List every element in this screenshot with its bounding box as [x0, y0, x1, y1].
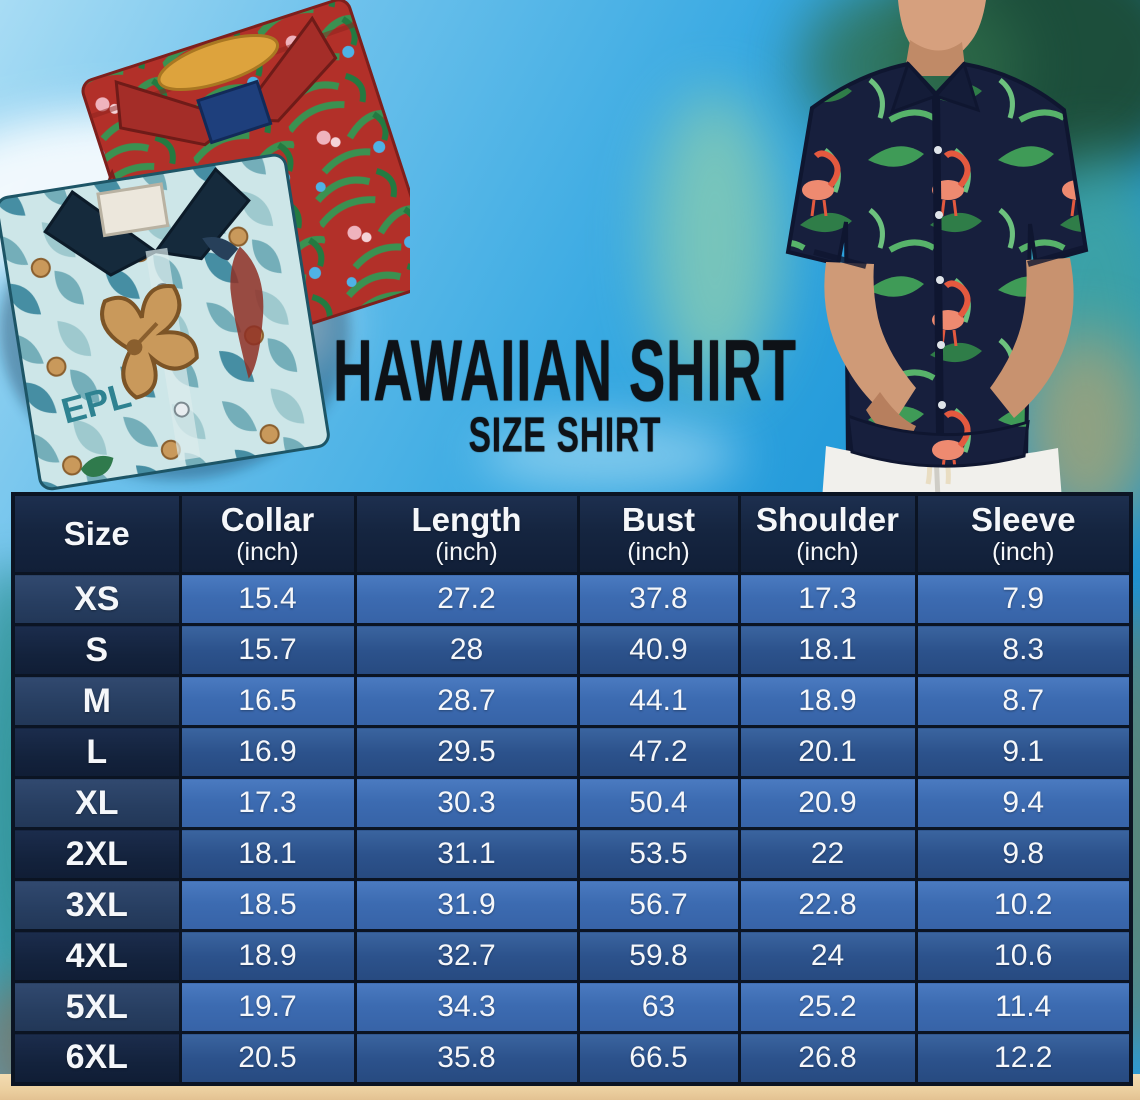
- measurement-cell: 30.3: [353, 776, 580, 830]
- page-subtitle: SIZE SHIRT: [468, 408, 662, 464]
- measurement-cell: 18.5: [178, 878, 357, 932]
- measurement-cell: 20.5: [178, 1031, 357, 1085]
- measurement-cell: 37.8: [576, 572, 741, 626]
- measurement-cell: 18.9: [178, 929, 357, 983]
- size-label-cell: M: [11, 674, 182, 728]
- measurement-cell: 17.3: [178, 776, 357, 830]
- measurement-cell: 11.4: [914, 980, 1133, 1034]
- table-row: XL 17.3 30.3 50.4 20.9 9.4: [11, 776, 1133, 830]
- table-row: 6XL 20.5 35.8 66.5 26.8 12.2: [11, 1031, 1133, 1085]
- measurement-cell: 32.7: [353, 929, 580, 983]
- measurement-cell: 40.9: [576, 623, 741, 677]
- measurement-cell: 59.8: [576, 929, 741, 983]
- measurement-cell: 10.2: [914, 878, 1133, 932]
- measurement-cell: 47.2: [576, 725, 741, 779]
- table-row: 2XL 18.1 31.1 53.5 22 9.8: [11, 827, 1133, 881]
- measurement-cell: 20.9: [737, 776, 918, 830]
- measurement-cell: 56.7: [576, 878, 741, 932]
- measurement-cell: 28.7: [353, 674, 580, 728]
- folded-shirts-photo: EPL: [0, 0, 410, 491]
- col-header-sleeve: Sleeve (inch): [914, 492, 1133, 575]
- model-photo: [785, 0, 1089, 500]
- measurement-cell: 26.8: [737, 1031, 918, 1085]
- col-header-size: Size: [11, 492, 182, 575]
- measurement-cell: 15.4: [178, 572, 357, 626]
- measurement-cell: 18.9: [737, 674, 918, 728]
- measurement-cell: 9.1: [914, 725, 1133, 779]
- measurement-cell: 10.6: [914, 929, 1133, 983]
- table-row: L 16.9 29.5 47.2 20.1 9.1: [11, 725, 1133, 779]
- measurement-cell: 22.8: [737, 878, 918, 932]
- page-title: HAWAIIAN SHIRT: [333, 321, 797, 420]
- col-header-length: Length (inch): [353, 492, 580, 575]
- measurement-cell: 9.4: [914, 776, 1133, 830]
- size-label-cell: 3XL: [11, 878, 182, 932]
- measurement-cell: 20.1: [737, 725, 918, 779]
- size-label-cell: 6XL: [11, 1031, 182, 1085]
- size-label-cell: 5XL: [11, 980, 182, 1034]
- size-label-cell: XS: [11, 572, 182, 626]
- table-row: 5XL 19.7 34.3 63 25.2 11.4: [11, 980, 1133, 1034]
- table-row: 4XL 18.9 32.7 59.8 24 10.6: [11, 929, 1133, 983]
- size-label-cell: 2XL: [11, 827, 182, 881]
- measurement-cell: 29.5: [353, 725, 580, 779]
- measurement-cell: 24: [737, 929, 918, 983]
- table-row: S 15.7 28 40.9 18.1 8.3: [11, 623, 1133, 677]
- measurement-cell: 16.5: [178, 674, 357, 728]
- measurement-cell: 53.5: [576, 827, 741, 881]
- measurement-cell: 17.3: [737, 572, 918, 626]
- size-chart-table: Size Collar (inch) Length (inch) Bust (i…: [11, 492, 1133, 1086]
- col-header-bust: Bust (inch): [576, 492, 741, 575]
- measurement-cell: 16.9: [178, 725, 357, 779]
- size-label-cell: XL: [11, 776, 182, 830]
- measurement-cell: 27.2: [353, 572, 580, 626]
- measurement-cell: 31.1: [353, 827, 580, 881]
- measurement-cell: 22: [737, 827, 918, 881]
- measurement-cell: 12.2: [914, 1031, 1133, 1085]
- col-header-shoulder: Shoulder (inch): [737, 492, 918, 575]
- measurement-cell: 8.3: [914, 623, 1133, 677]
- measurement-cell: 9.8: [914, 827, 1133, 881]
- measurement-cell: 34.3: [353, 980, 580, 1034]
- measurement-cell: 19.7: [178, 980, 357, 1034]
- measurement-cell: 35.8: [353, 1031, 580, 1085]
- table-row: 3XL 18.5 31.9 56.7 22.8 10.2: [11, 878, 1133, 932]
- size-label-cell: 4XL: [11, 929, 182, 983]
- measurement-cell: 7.9: [914, 572, 1133, 626]
- measurement-cell: 50.4: [576, 776, 741, 830]
- measurement-cell: 44.1: [576, 674, 741, 728]
- col-header-collar: Collar (inch): [178, 492, 357, 575]
- measurement-cell: 28: [353, 623, 580, 677]
- table-row: M 16.5 28.7 44.1 18.9 8.7: [11, 674, 1133, 728]
- size-label-cell: L: [11, 725, 182, 779]
- measurement-cell: 8.7: [914, 674, 1133, 728]
- measurement-cell: 15.7: [178, 623, 357, 677]
- measurement-cell: 31.9: [353, 878, 580, 932]
- size-table-body: XS 15.4 27.2 37.8 17.3 7.9 S 15.7 28 40.9 18.1 8.3 M…: [11, 572, 1133, 1085]
- measurement-cell: 18.1: [178, 827, 357, 881]
- title-block: HAWAIIAN SHIRT SIZE SHIRT: [0, 327, 1130, 461]
- size-label-cell: S: [11, 623, 182, 677]
- measurement-cell: 25.2: [737, 980, 918, 1034]
- table-row: XS 15.4 27.2 37.8 17.3 7.9: [11, 572, 1133, 626]
- header-row: Size Collar (inch) Length (inch) Bust (i…: [11, 492, 1133, 575]
- measurement-cell: 63: [576, 980, 741, 1034]
- measurement-cell: 66.5: [576, 1031, 741, 1085]
- measurement-cell: 18.1: [737, 623, 918, 677]
